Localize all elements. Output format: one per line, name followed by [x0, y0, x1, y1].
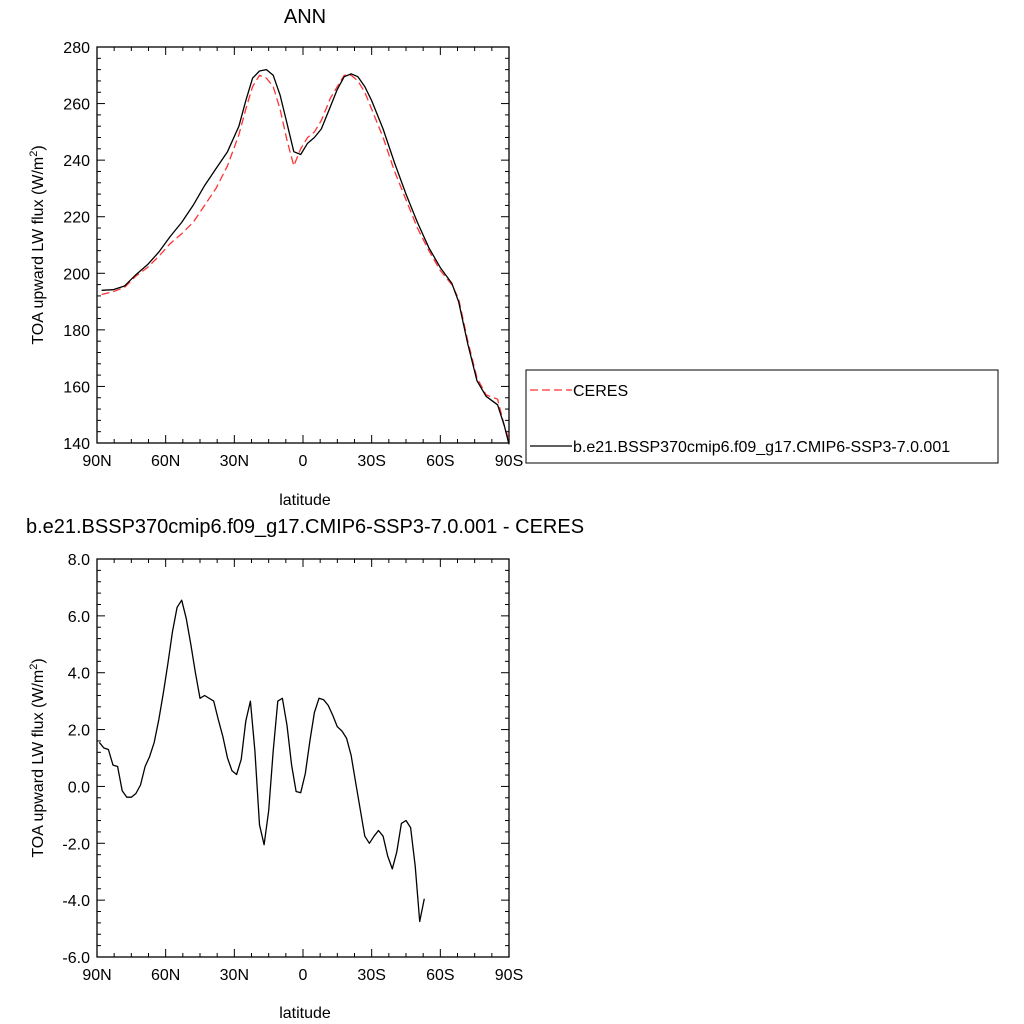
- bottom-x-tick-labels: 90N 60N 30N 0 30S 60S 90S: [82, 967, 523, 984]
- bottom-chart: b.e21.BSSP370cmip6.f09_g17.CMIP6-SSP3-7.…: [26, 516, 584, 1022]
- top-x-axis-label: latitude: [279, 492, 331, 509]
- legend: CERES b.e21.BSSP370cmip6.f09_g17.CMIP6-S…: [525, 369, 999, 464]
- bottom-series-line-difference: [98, 599, 425, 923]
- top-ytick-label: 240: [63, 153, 90, 170]
- bottom-plot-frame: [96, 558, 510, 958]
- bottom-tick-marks: [96, 558, 510, 958]
- bottom-y-axis-label-sup: 2: [28, 664, 40, 670]
- bottom-xtick-label: 60N: [151, 967, 180, 984]
- top-ytick-label: 180: [63, 323, 90, 340]
- top-series-line-ceres: [101, 74, 510, 441]
- top-ytick-label: 260: [63, 97, 90, 114]
- bottom-xtick-label: 90S: [495, 967, 523, 984]
- legend-label-ceres: CERES: [573, 383, 628, 400]
- top-chart-title: ANN: [284, 6, 326, 28]
- bottom-xtick-label: 0: [299, 967, 308, 984]
- top-ytick-label: 220: [63, 210, 90, 227]
- top-xtick-label: 60S: [426, 453, 454, 470]
- bottom-xtick-label: 60S: [426, 967, 454, 984]
- top-x-tick-labels: 90N 60N 30N 0 30S 60S 90S: [82, 453, 523, 470]
- bottom-series-lines: [98, 599, 425, 923]
- top-xtick-label: 0: [299, 453, 308, 470]
- bottom-chart-title: b.e21.BSSP370cmip6.f09_g17.CMIP6-SSP3-7.…: [26, 516, 584, 538]
- bottom-y-tick-labels: -6.0 -4.0 -2.0 0.0 2.0 4.0 6.0 8.0: [62, 552, 90, 967]
- bottom-ytick-label: 8.0: [68, 552, 90, 569]
- top-y-axis-label: TOA upward LW flux (W/m2): [28, 145, 47, 344]
- top-ytick-label: 280: [63, 40, 90, 57]
- top-ytick-label: 140: [63, 436, 90, 453]
- bottom-y-axis-label: TOA upward LW flux (W/m2): [28, 658, 47, 857]
- top-series-lines: [101, 68, 510, 445]
- legend-box: [525, 369, 999, 464]
- top-plot-frame: [96, 46, 510, 444]
- top-xtick-label: 60N: [151, 453, 180, 470]
- top-xtick-label: 30N: [220, 453, 249, 470]
- top-xtick-label: 90S: [495, 453, 523, 470]
- top-xtick-label: 90N: [82, 453, 111, 470]
- top-y-axis-label-sup: 2: [28, 151, 40, 157]
- top-xtick-label: 30S: [357, 453, 385, 470]
- top-series-line-model: [101, 68, 510, 445]
- bottom-ytick-label: 4.0: [68, 666, 90, 683]
- bottom-y-axis-label-main: TOA upward LW flux (W/m: [30, 670, 47, 858]
- top-ytick-label: 200: [63, 266, 90, 283]
- top-chart: ANN 140 160 180 200 220 240 260 280 90N 60N 30N 0 3…: [28, 6, 523, 509]
- bottom-xtick-label: 90N: [82, 967, 111, 984]
- bottom-ytick-label: -2.0: [62, 836, 90, 853]
- bottom-ytick-label: 6.0: [68, 609, 90, 626]
- legend-label-model: b.e21.BSSP370cmip6.f09_g17.CMIP6-SSP3-7.…: [573, 439, 950, 456]
- bottom-ytick-label: -6.0: [62, 950, 90, 967]
- bottom-ytick-label: -4.0: [62, 893, 90, 910]
- bottom-x-axis-label: latitude: [279, 1005, 331, 1022]
- top-y-axis-label-close: ): [30, 145, 47, 150]
- top-ytick-label: 160: [63, 379, 90, 396]
- top-tick-marks: [96, 46, 510, 444]
- bottom-ytick-label: 2.0: [68, 723, 90, 740]
- bottom-xtick-label: 30S: [357, 967, 385, 984]
- bottom-y-axis-label-close: ): [30, 658, 47, 663]
- bottom-ytick-label: 0.0: [68, 779, 90, 796]
- bottom-xtick-label: 30N: [220, 967, 249, 984]
- top-y-axis-label-main: TOA upward LW flux (W/m: [30, 157, 47, 345]
- top-y-tick-labels: 140 160 180 200 220 240 260 280: [63, 40, 90, 453]
